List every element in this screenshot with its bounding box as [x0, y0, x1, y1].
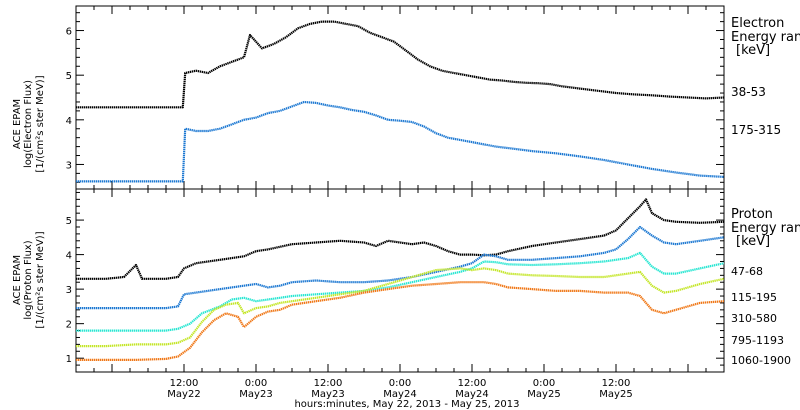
x-tick-time-label: 12:00 [314, 378, 343, 389]
electron-ylabel-line2: log(Electron Flux) [23, 80, 34, 168]
electron-legend-subtitle: Energy range [731, 30, 800, 45]
legend-entry-795-1193: 795-1193 [731, 334, 784, 347]
legend-entry-47-68: 47-68 [731, 265, 763, 278]
x-tick-time-label: 12:00 [458, 378, 487, 389]
proton-ylabel-line1: ACE EPAM [12, 255, 23, 305]
x-axis-label: hours:minutes, May 22, 2013 - May 25, 20… [294, 399, 519, 410]
series-115-195-line [76, 225, 725, 310]
x-tick-date-label: May23 [311, 389, 344, 400]
electron-ylabel-line1: ACE EPAM [12, 99, 23, 149]
legend-entry-175-315: 175-315 [731, 123, 781, 137]
y-tick-label: 4 [66, 116, 72, 127]
y-tick-label: 5 [66, 71, 72, 82]
x-tick-date-label: May23 [239, 389, 272, 400]
electron-ylabel-line3: [1/(cm²s ster MeV)] [35, 75, 46, 172]
proton-legend-unit: [keV] [736, 234, 770, 249]
proton-legend-title: Proton [731, 207, 773, 222]
y-tick-label: 4 [66, 251, 72, 262]
x-tick-time-label: 0:00 [389, 378, 411, 389]
x-tick-date-label: May25 [599, 389, 632, 400]
legend-entry-310-580: 310-580 [731, 312, 777, 325]
series-795-1193-line [76, 267, 725, 348]
x-tick-time-label: 12:00 [602, 378, 631, 389]
x-tick-time-label: 0:00 [533, 378, 555, 389]
x-tick-date-label: May24 [383, 389, 416, 400]
y-tick-label: 3 [66, 285, 72, 296]
proton-ylabel-line3: [1/(cm²s ster MeV)] [35, 231, 46, 328]
x-tick-date-label: May24 [455, 389, 488, 400]
y-tick-label: 6 [66, 27, 72, 38]
electron-legend-unit: [keV] [736, 43, 770, 58]
proton-flux-panel: ACE EPAM log(Proton Flux) [1/(cm²s ster … [12, 188, 800, 373]
legend-entry-1060-1900: 1060-1900 [731, 354, 791, 367]
y-tick-label: 1 [66, 354, 72, 365]
legend-entry-115-195: 115-195 [731, 291, 777, 304]
series-38-53-line [76, 20, 725, 109]
x-tick-date-label: May25 [527, 389, 560, 400]
time-axis: 12:00May220:00May2312:00May230:00May2412… [167, 378, 632, 400]
x-tick-time-label: 12:00 [170, 378, 199, 389]
y-tick-label: 2 [66, 320, 72, 331]
electron-panel-frame [75, 5, 725, 190]
proton-ylabel-line2: log(Proton Flux) [23, 240, 34, 319]
series-47-68-line [76, 198, 725, 280]
series-310-580-line [76, 251, 725, 332]
series-175-315-line [76, 100, 725, 183]
electron-legend-title: Electron [731, 16, 784, 31]
legend-entry-38-53: 38-53 [731, 85, 766, 99]
y-tick-label: 5 [66, 216, 72, 227]
proton-legend-subtitle: Energy range [731, 221, 800, 236]
electron-flux-panel: ACE EPAM log(Electron Flux) [1/(cm²s ste… [12, 5, 800, 190]
x-tick-date-label: May22 [167, 389, 200, 400]
y-tick-label: 3 [66, 160, 72, 171]
series-1060-1900-line [76, 281, 725, 361]
x-tick-time-label: 0:00 [245, 378, 267, 389]
